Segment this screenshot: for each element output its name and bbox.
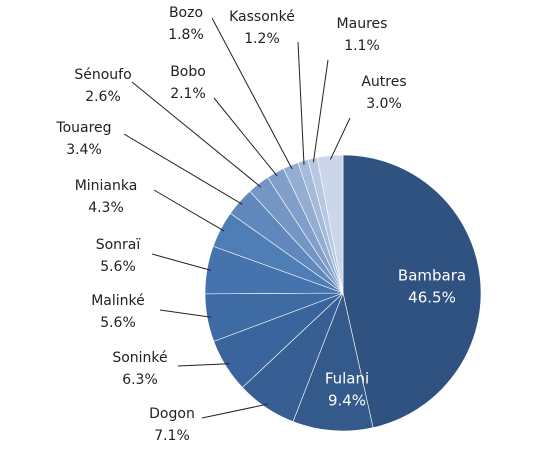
leader-line: [159, 309, 212, 318]
leader-line: [201, 403, 269, 419]
slice-label: Maures: [337, 16, 388, 32]
slice-label: Bambara: [398, 267, 466, 285]
slice-label: Autres: [361, 74, 406, 90]
slice-value-label: 3.4%: [66, 142, 102, 158]
slice-value-label: 5.6%: [100, 259, 136, 275]
leader-line: [123, 133, 243, 205]
leader-line: [131, 81, 262, 188]
slice-label: Sénoufo: [74, 67, 131, 83]
leader-line: [312, 59, 329, 163]
leader-line: [177, 363, 230, 367]
slice-value-label: 9.4%: [328, 392, 366, 410]
pie-slice: [316, 154, 344, 294]
slice-value-label: 7.1%: [154, 428, 190, 444]
slice-value-label: 6.3%: [122, 372, 158, 388]
slice-label: Bobo: [170, 64, 206, 80]
slice-label: Minianka: [75, 178, 138, 194]
leader-line: [213, 97, 278, 177]
leader-line: [329, 117, 351, 160]
slice-value-label: 46.5%: [408, 289, 456, 307]
leader-line: [151, 253, 212, 271]
pie-slice: [342, 154, 482, 429]
slice-label: Fulani: [325, 370, 369, 388]
slice-label: Bozo: [169, 5, 203, 21]
slice-value-label: 1.2%: [244, 31, 280, 47]
leader-line: [297, 41, 305, 165]
slice-value-label: 2.6%: [85, 89, 121, 105]
slice-value-label: 1.1%: [344, 38, 380, 54]
slice-label: Dogon: [149, 406, 195, 422]
slice-value-label: 4.3%: [88, 200, 124, 216]
slice-label: Kassonké: [229, 9, 295, 25]
leader-line: [153, 189, 225, 232]
slice-label: Sonraï: [96, 237, 141, 253]
slice-value-label: 2.1%: [170, 86, 206, 102]
pie-slice: [292, 291, 374, 432]
slice-value-label: 5.6%: [100, 315, 136, 331]
slice-value-label: 1.8%: [168, 27, 204, 43]
slice-label: Soninké: [112, 350, 167, 366]
slice-label: Touareg: [55, 120, 111, 136]
leader-line: [211, 17, 293, 170]
slice-label: Malinké: [91, 293, 145, 309]
slice-value-label: 3.0%: [366, 96, 402, 112]
